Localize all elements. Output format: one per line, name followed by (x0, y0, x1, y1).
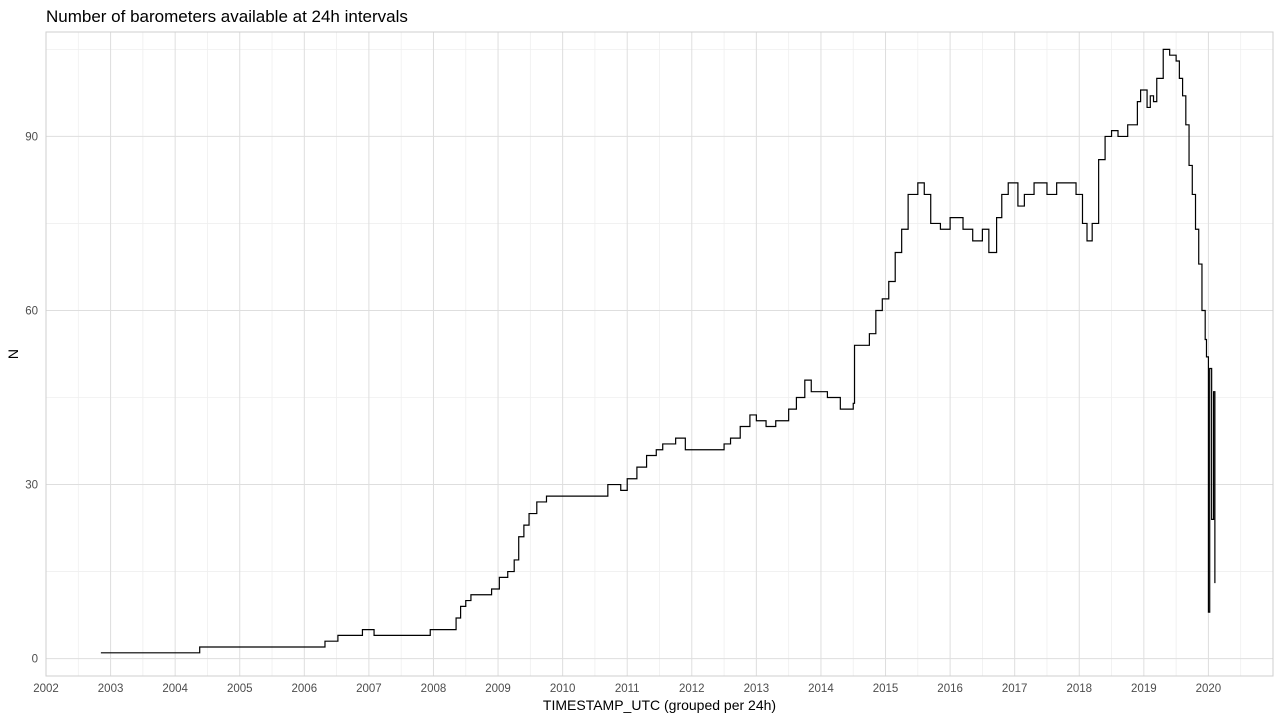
x-tick-label: 2010 (550, 683, 576, 695)
x-axis-title: TIMESTAMP_UTC (grouped per 24h) (543, 697, 776, 713)
x-tick-label: 2003 (98, 683, 124, 695)
chart-title: Number of barometers available at 24h in… (46, 7, 408, 26)
x-tick-label: 2002 (33, 683, 59, 695)
x-tick-label: 2017 (1002, 683, 1028, 695)
y-axis-title: N (5, 349, 21, 359)
x-tick-label: 2005 (227, 683, 253, 695)
x-tick-label: 2008 (421, 683, 447, 695)
x-tick-label: 2009 (485, 683, 511, 695)
x-tick-label: 2014 (808, 683, 834, 695)
x-tick-label: 2020 (1196, 683, 1222, 695)
x-tick-label: 2004 (162, 683, 188, 695)
x-tick-label: 2016 (937, 683, 963, 695)
x-tick-label: 2007 (356, 683, 382, 695)
y-tick-label: 30 (25, 480, 38, 492)
x-tick-label: 2018 (1066, 683, 1092, 695)
plot-panel: 2002 2003 2004 2005 2006 2007 2008 2009 2010 2011… (25, 31, 1274, 695)
x-tick-label: 2011 (615, 683, 640, 695)
series-line (100, 48, 1216, 654)
y-tick-label: 60 (25, 305, 38, 317)
y-tick-label: 0 (32, 654, 38, 666)
x-tick-label: 2006 (292, 683, 318, 695)
x-tick-label: 2019 (1131, 683, 1157, 695)
x-tick-label: 2012 (679, 683, 705, 695)
panel-border (45, 31, 1274, 677)
x-tick-label: 2015 (873, 683, 899, 695)
x-tick-label: 2013 (744, 683, 770, 695)
y-tick-label: 90 (25, 131, 38, 143)
